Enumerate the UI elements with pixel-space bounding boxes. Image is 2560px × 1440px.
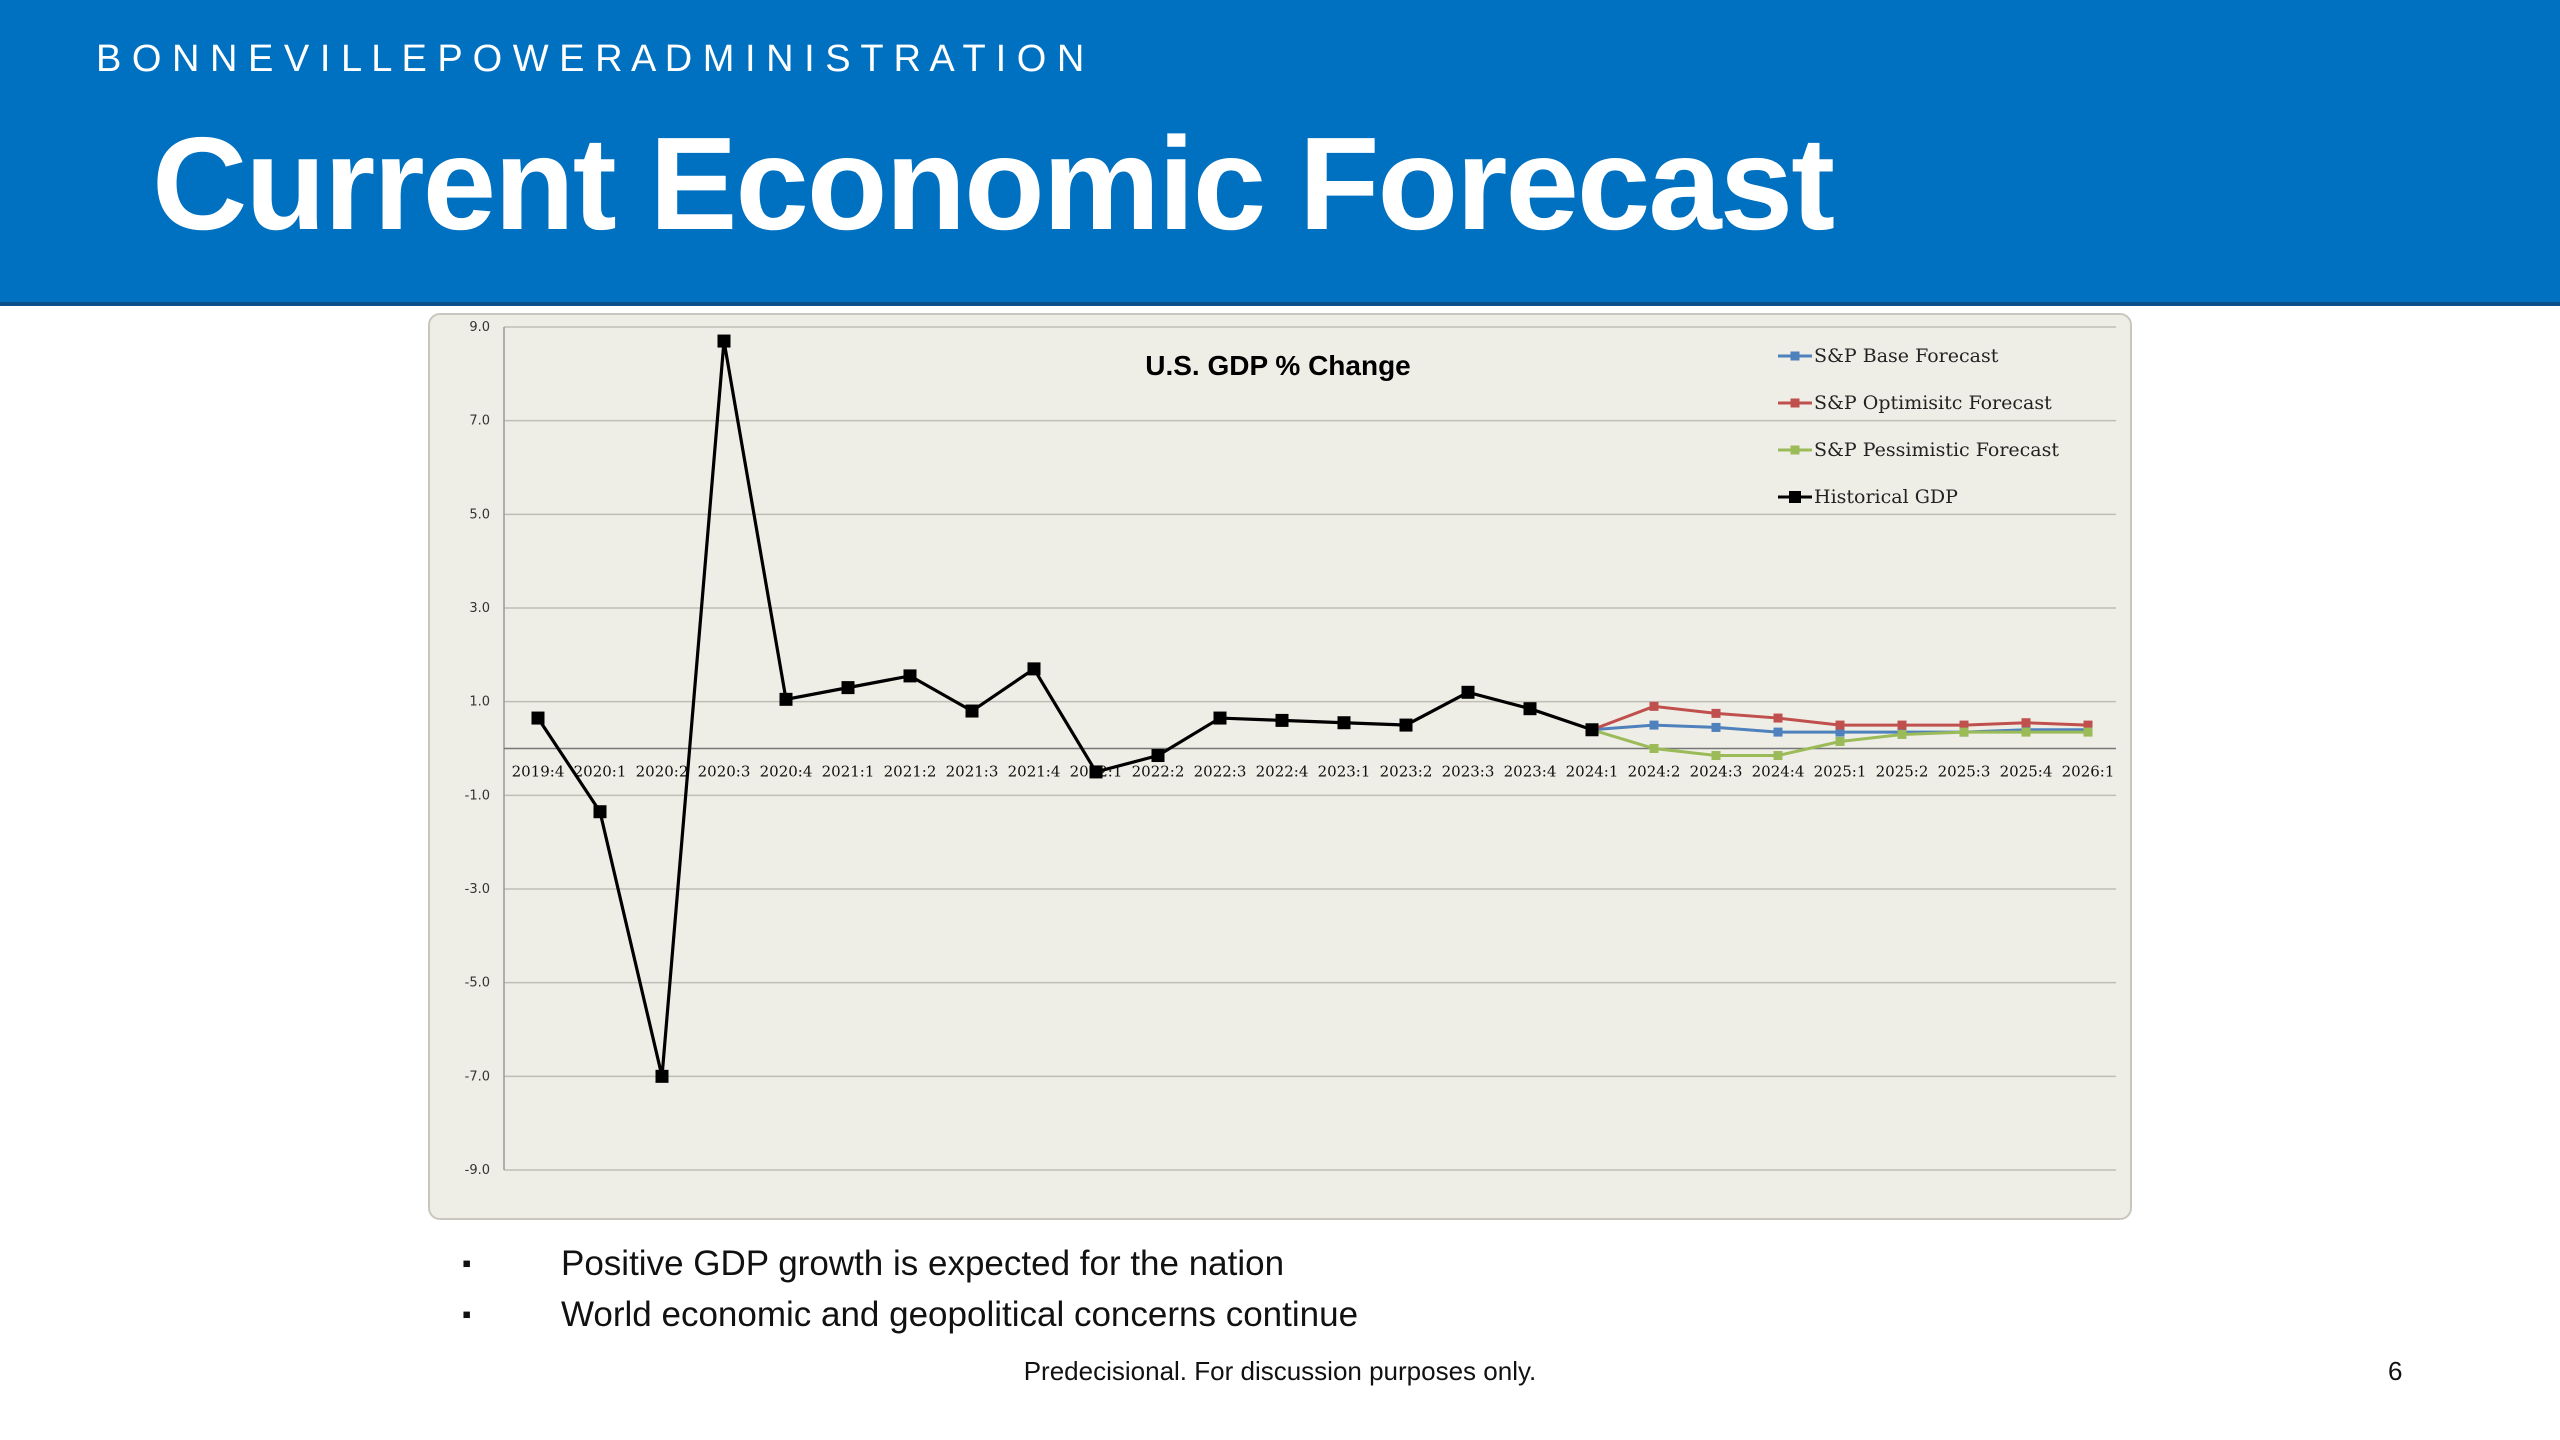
x-tick-label: 2023:2 [1380,763,1433,781]
data-point [1585,723,1599,737]
bullet-marker: ▪ [462,1248,472,1278]
legend-marker [1790,445,1800,455]
data-point [965,704,979,718]
x-tick-label: 2021:4 [1008,763,1061,781]
data-point [593,805,607,819]
data-point [1711,708,1721,718]
y-tick-label: -7.0 [465,1069,490,1084]
data-point [1027,662,1041,676]
data-point [2083,727,2093,737]
data-point [1711,751,1721,761]
x-tick-label: 2024:3 [1690,763,1743,781]
data-point [1835,727,1845,737]
bullet-item: ▪ Positive GDP growth is expected for th… [462,1238,1358,1289]
chart-frame [428,313,2132,1220]
data-point [1835,720,1845,730]
y-tick-label: 1.0 [469,695,490,710]
data-point [1649,701,1659,711]
x-tick-label: 2021:1 [822,763,875,781]
y-tick-label: 9.0 [469,320,490,335]
x-tick-label: 2021:3 [946,763,999,781]
x-tick-label: 2022:2 [1132,763,1185,781]
footer-disclaimer: Predecisional. For discussion purposes o… [1023,1356,1537,1386]
data-point [1151,749,1165,763]
x-tick-label: 2025:3 [1938,763,1991,781]
data-point [2021,727,2031,737]
data-point [841,681,855,695]
slide-title: Current Economic Forecast [152,110,1835,257]
x-tick-label: 2023:4 [1504,763,1557,781]
x-tick-label: 2023:3 [1442,763,1495,781]
y-tick-label: 7.0 [469,414,490,429]
x-tick-label: 2022:3 [1194,763,1247,781]
bullet-text: World economic and geopolitical concerns… [561,1294,1359,1334]
data-point [903,669,917,683]
data-point [1897,720,1907,730]
x-tick-label: 2025:4 [2000,763,2053,781]
data-point [1649,720,1659,730]
x-tick-label: 2020:3 [698,763,751,781]
data-point [1399,718,1413,732]
legend-label: S&P Base Forecast [1814,345,1999,367]
y-tick-label: -3.0 [465,882,490,897]
data-point [1959,727,1969,737]
data-point [1773,727,1783,737]
x-tick-label: 2019:4 [512,763,565,781]
x-tick-label: 2025:2 [1876,763,1929,781]
x-tick-label: 2024:1 [1566,763,1619,781]
y-tick-label: -1.0 [465,788,490,803]
y-tick-label: -9.0 [465,1163,490,1178]
legend-marker [1790,351,1800,361]
x-tick-label: 2025:1 [1814,763,1867,781]
y-tick-label: 3.0 [469,601,490,616]
x-tick-label: 2022:4 [1256,763,1309,781]
data-point [1461,685,1475,699]
x-tick-label: 2026:1 [2062,763,2115,781]
bullet-text: Positive GDP growth is expected for the … [561,1243,1285,1283]
data-point [1711,722,1721,732]
data-point [1773,751,1783,761]
data-point [1089,765,1103,779]
gdp-line-chart: 9.0 7.0 5.0 3.0 1.0 -1.0 -3.0 -5.0 -7.0 -9.0 2019:… [465,320,2116,1178]
data-point [531,711,545,725]
header-banner: B O N N E V I L L E P O W E R A D M I N … [0,0,2560,306]
data-point [779,692,793,706]
bullet-list: ▪ Positive GDP growth is expected for th… [462,1238,1358,1340]
data-point [655,1069,669,1083]
legend-marker [1790,398,1800,408]
data-point [1213,711,1227,725]
x-tick-label: 2020:4 [760,763,813,781]
data-point [1835,736,1845,746]
legend-label: S&P Pessimistic Forecast [1814,439,2059,461]
legend-marker [1789,491,1801,503]
x-tick-label: 2020:2 [636,763,689,781]
chart-title: U.S. GDP % Change [1145,350,1411,381]
data-point [1337,716,1351,730]
organization-name: B O N N E V I L L E P O W E R A D M I N … [96,38,1085,80]
data-point [1773,713,1783,723]
data-point [1897,729,1907,739]
page-number: 6 [2388,1356,2403,1386]
bullet-marker: ▪ [462,1299,472,1329]
x-tick-label: 2024:2 [1628,763,1681,781]
legend-label: Historical GDP [1814,486,1958,508]
x-tick-label: 2024:4 [1752,763,1805,781]
y-tick-label: 5.0 [469,507,490,522]
x-tick-label: 2023:1 [1318,763,1371,781]
data-point [1649,744,1659,753]
y-tick-label: -5.0 [465,976,490,991]
x-tick-label: 2021:2 [884,763,937,781]
data-point [1275,713,1289,727]
data-point [717,334,731,348]
data-point [1959,720,1969,730]
data-point [1523,702,1537,716]
data-point [2083,720,2093,730]
bullet-item: ▪ World economic and geopolitical concer… [462,1289,1358,1340]
series-line [536,340,1593,1077]
legend-label: S&P Optimisitc Forecast [1814,392,2052,414]
data-point [2021,718,2031,728]
x-tick-label: 2020:1 [574,763,627,781]
